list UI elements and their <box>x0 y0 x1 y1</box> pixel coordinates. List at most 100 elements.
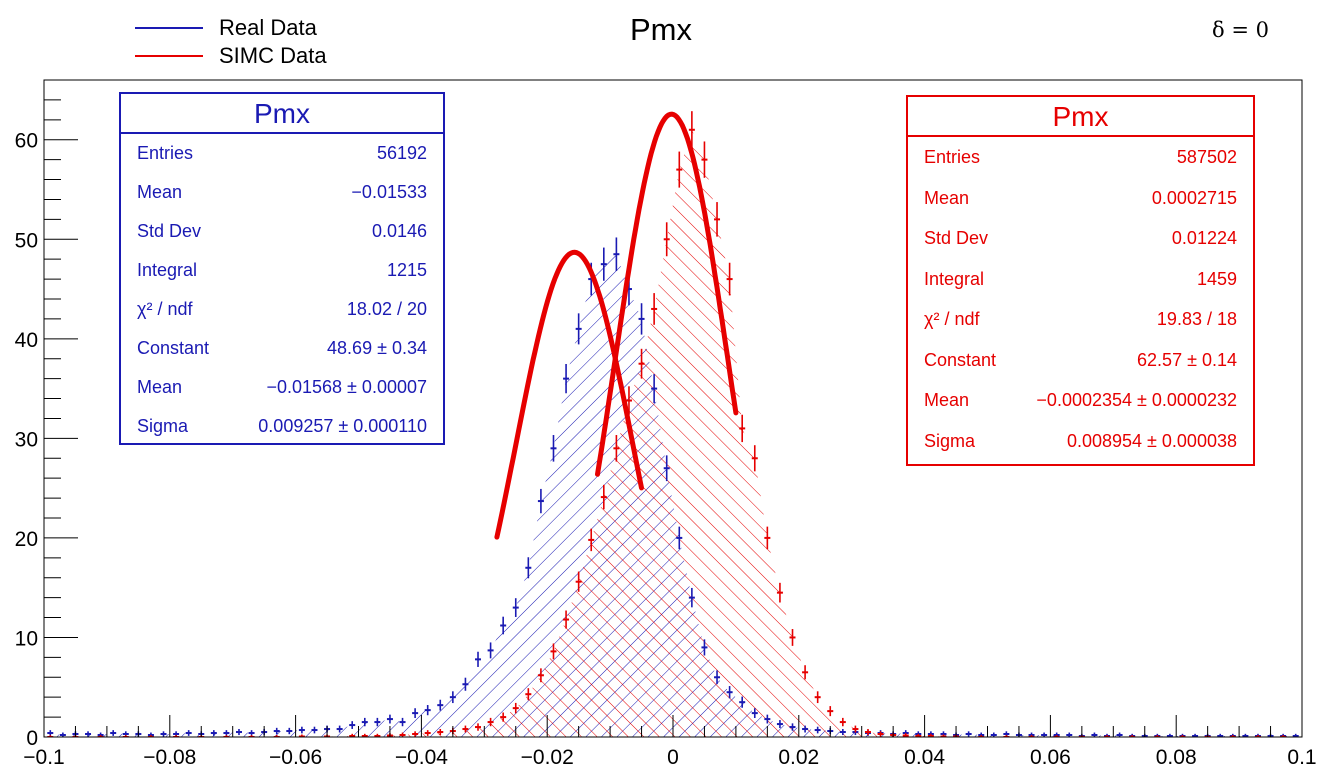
x-tick-label: −0.08 <box>143 746 196 769</box>
stats-value: 18.02 / 20 <box>346 299 427 319</box>
x-tick-label: −0.06 <box>269 746 322 769</box>
data-point-real <box>651 374 658 404</box>
data-point-real <box>273 727 280 735</box>
data-point-simc <box>537 668 544 683</box>
data-point-simc <box>487 717 494 727</box>
stats-label: Integral <box>137 260 198 280</box>
data-point-simc <box>827 706 834 717</box>
fit-curve-simc <box>595 111 739 477</box>
data-point-real <box>248 730 255 736</box>
data-point-simc <box>374 733 381 737</box>
data-point-simc <box>651 293 658 325</box>
x-tick-label: −0.02 <box>521 746 574 769</box>
stats-value: −0.0002354 ± 0.0000232 <box>1036 390 1237 410</box>
stats-value: 0.009257 ± 0.000110 <box>258 416 427 436</box>
stats-value: −0.01568 ± 0.00007 <box>266 377 427 397</box>
stats-value: 1459 <box>1196 268 1237 289</box>
data-point-simc <box>462 725 469 733</box>
data-point-real <box>475 651 482 667</box>
data-point-real <box>563 364 570 394</box>
chart-title: Pmx <box>630 12 692 47</box>
legend-item-real: Real Data <box>135 14 327 42</box>
data-point-simc <box>563 610 570 629</box>
data-point-real <box>965 731 972 737</box>
x-tick-label: 0.08 <box>1156 746 1197 769</box>
y-tick-label: 20 <box>15 528 38 551</box>
data-point-simc <box>437 728 444 736</box>
stats-label: Mean <box>924 390 970 410</box>
data-point-real <box>437 699 444 711</box>
data-point-real <box>110 730 117 736</box>
data-point-simc <box>638 348 645 379</box>
data-point-simc <box>399 732 406 737</box>
data-point-simc <box>751 445 758 472</box>
data-point-real <box>1292 733 1299 737</box>
legend: Real Data SIMC Data <box>135 14 327 70</box>
x-tick-label: 0.04 <box>904 746 945 769</box>
data-point-simc <box>575 571 582 592</box>
stats-label: Constant <box>137 338 210 358</box>
data-point-real <box>575 313 582 345</box>
data-point-real <box>462 677 469 691</box>
data-point-real <box>386 714 393 724</box>
fit-curve-real <box>494 249 644 540</box>
data-point-real <box>311 726 318 734</box>
data-point-real <box>59 732 66 737</box>
data-point-real <box>714 670 721 685</box>
data-point-simc <box>852 725 859 733</box>
data-point-real <box>500 616 507 635</box>
legend-swatch-real <box>135 27 203 29</box>
data-point-real <box>537 488 544 514</box>
stats-label: χ² / ndf <box>137 299 193 319</box>
data-point-simc <box>625 386 632 415</box>
legend-swatch-simc <box>135 55 203 57</box>
data-point-simc <box>802 665 809 680</box>
data-point-simc <box>688 111 695 149</box>
data-point-simc <box>412 731 419 737</box>
data-point-simc <box>814 691 821 704</box>
data-point-simc <box>500 712 507 722</box>
stats-row-constant: Constant 48.69 ± 0.34 <box>121 329 443 368</box>
legend-label-real: Real Data <box>219 15 317 40</box>
y-tick-label: 60 <box>15 130 38 153</box>
stats-label: Mean <box>137 182 183 202</box>
stats-row-sigma: Sigma 0.008954 ± 0.000038 <box>908 421 1253 462</box>
data-point-real <box>751 708 758 718</box>
data-point-simc <box>714 202 721 237</box>
y-tick-label: 30 <box>15 428 38 451</box>
y-tick-label: 40 <box>15 329 38 352</box>
stats-title-real: Pmx <box>121 94 443 134</box>
x-tick-label: 0.02 <box>778 746 819 769</box>
legend-label-simc: SIMC Data <box>219 43 327 68</box>
stats-row-chi2: χ² / ndf 18.02 / 20 <box>121 290 443 329</box>
data-point-real <box>424 705 431 716</box>
data-point-real <box>512 598 519 617</box>
data-point-real <box>814 726 821 734</box>
data-point-simc <box>525 688 532 701</box>
data-point-simc <box>361 733 368 737</box>
stats-value: 62.57 ± 0.14 <box>1137 349 1237 370</box>
data-point-real <box>487 642 494 659</box>
data-point-real <box>374 717 381 727</box>
data-point-real <box>85 731 92 737</box>
data-point-real <box>550 435 557 462</box>
data-point-real <box>223 730 230 736</box>
data-point-simc <box>915 733 922 737</box>
data-point-real <box>638 303 645 335</box>
data-point-real <box>361 717 368 727</box>
data-point-simc <box>739 414 746 443</box>
stats-row-chi2: χ² / ndf 19.83 / 18 <box>908 299 1253 340</box>
stats-value: 1215 <box>386 260 427 280</box>
stats-value: 0.0002715 <box>1151 187 1237 208</box>
data-point-real <box>1242 733 1249 737</box>
data-point-real <box>726 686 733 699</box>
data-point-real <box>160 731 167 737</box>
data-point-real <box>1217 733 1224 737</box>
data-point-simc <box>789 629 796 646</box>
data-point-real <box>185 730 192 736</box>
data-point-simc <box>726 262 733 296</box>
data-point-simc <box>600 484 607 510</box>
data-point-real <box>399 717 406 727</box>
data-point-simc <box>764 526 771 550</box>
data-point-simc <box>839 717 846 727</box>
